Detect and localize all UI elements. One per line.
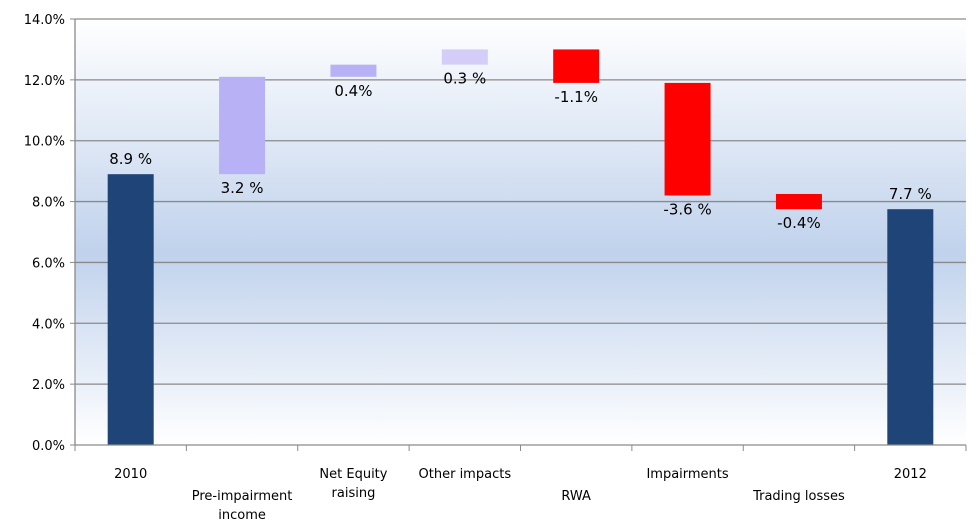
y-tick-label: 4.0%	[32, 317, 65, 332]
data-labels: 8.9 % 3.2 % 0.4% 0.3 % -1.1% -3.6 % -0.4% 7.7 %	[109, 70, 932, 233]
y-tick-label: 0.0%	[32, 439, 65, 454]
y-tick-label: 8.0%	[32, 196, 65, 211]
category-label: 2010	[114, 467, 147, 482]
axes	[74, 19, 967, 451]
bar-7	[887, 209, 934, 445]
data-label: 0.4%	[334, 82, 372, 100]
data-label: -3.6 %	[663, 200, 711, 218]
category-label: 2012	[894, 467, 927, 482]
category-label: Other impacts	[419, 467, 512, 482]
data-label: 3.2 %	[221, 179, 264, 197]
category-label: Net Equity	[319, 467, 387, 482]
y-tick-label: 10.0%	[24, 135, 65, 150]
bar-4	[553, 49, 600, 83]
data-label: -0.4%	[777, 214, 821, 232]
category-label: RWA	[561, 489, 591, 504]
y-tick-label: 12.0%	[24, 74, 65, 89]
y-tick-label: 2.0%	[32, 378, 65, 393]
bars	[107, 49, 934, 445]
y-tick-label: 14.0%	[24, 13, 65, 28]
data-label: 8.9 %	[109, 150, 152, 168]
bar-2	[330, 64, 377, 77]
bar-6	[775, 193, 822, 210]
category-label: raising	[332, 486, 376, 501]
category-label: Impairments	[646, 467, 728, 482]
category-label: Trading losses	[752, 489, 845, 504]
data-label: -1.1%	[554, 88, 598, 106]
data-label: 0.3 %	[443, 70, 486, 88]
x-axis-labels: 2010 Pre-impairment income Net Equity raisin…	[114, 467, 927, 523]
bar-1	[219, 76, 266, 175]
bar-3	[441, 49, 488, 65]
category-label: income	[218, 508, 266, 523]
bar-5	[664, 82, 711, 196]
bar-0	[107, 174, 154, 445]
plot-background	[75, 19, 966, 445]
category-label: Pre-impairment	[192, 489, 293, 504]
y-axis-ticks: 0.0% 2.0% 4.0% 6.0% 8.0% 10.0% 12.0% 14.0%	[24, 13, 75, 454]
y-tick-label: 6.0%	[32, 256, 65, 271]
data-label: 7.7 %	[889, 185, 932, 203]
